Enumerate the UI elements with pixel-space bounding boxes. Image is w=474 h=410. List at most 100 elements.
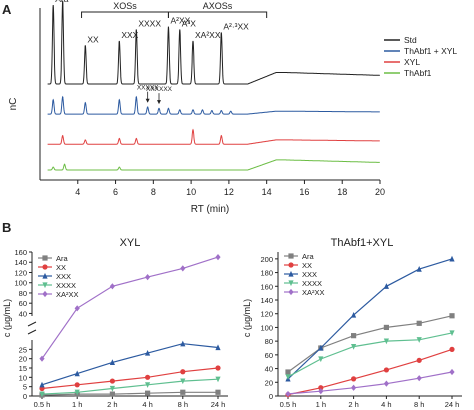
abf1-point-xx-1 (318, 385, 324, 391)
abf1-point-xa-xx-4 (416, 375, 422, 382)
abf1-y-tick-label-100: 100 (260, 323, 273, 332)
xyl-y-tick-label-140: 140 (14, 258, 27, 267)
xyl-line-xxx (41, 343, 219, 386)
abf1-y-tick-label-160: 160 (260, 282, 273, 291)
legend-label-thabf1-xyl: ThAbf1 + XYL (404, 46, 457, 56)
abf1-y-tick-label-20: 20 (265, 378, 273, 387)
xyl-point-ara-2 (109, 391, 115, 397)
legend-label-thabf1: ThAbf1 (404, 68, 432, 78)
abf1-legend-marker-xxx (288, 270, 294, 277)
trace-thabf1-xyl (47, 95, 380, 115)
peak-label-xx: XX (87, 34, 99, 44)
chromatogram-x-label: RT (min) (191, 204, 230, 215)
abf1-point-xa-xx-5 (449, 368, 455, 376)
peak-label-xxx: XXX (121, 30, 138, 40)
xyl-point-xxx-1 (74, 370, 80, 377)
peak-label-xa-xx: XA²XX (195, 30, 221, 40)
xyl-point-xxxx-2 (109, 385, 115, 392)
trace-std (47, 0, 380, 85)
peak-label-xxxx: XXXX (138, 19, 161, 29)
abf1-y-tick-label-180: 180 (260, 269, 273, 278)
abf1-point-xxxx-3 (383, 338, 389, 345)
xyl-point-xx-5 (215, 365, 221, 371)
abf1-point-xxx-4 (416, 266, 422, 272)
xyl-point-xxxx-4 (180, 378, 186, 385)
xyl-point-ara-5 (215, 389, 221, 395)
xyl-point-xa-xx-0 (39, 355, 45, 362)
abf1-legend-marker-ara (288, 253, 294, 259)
xyl-point-xa-xx-5 (215, 254, 221, 261)
xyl-point-xx-1 (74, 382, 80, 388)
xyl-point-ara-4 (180, 389, 186, 395)
xyl-point-xx-2 (109, 378, 115, 384)
abf1-y-tick-label-120: 120 (260, 310, 273, 319)
xyl-point-xx-3 (145, 374, 151, 380)
abf1-point-xxx-3 (383, 283, 389, 289)
arrow-head-xxxxx (145, 98, 150, 103)
abf1-legend-marker-xa-xx (288, 288, 294, 296)
abf1-line-xx (287, 348, 453, 396)
xyl-y-tick-label-120: 120 (14, 268, 27, 277)
xyl-point-xa-xx-2 (109, 283, 115, 290)
xyl-x-tick-label-0-5-h: 0.5 h (34, 400, 51, 409)
legend-label-std: Std (404, 35, 417, 45)
abf1-line-ara (287, 315, 453, 373)
abf1-x-tick-label-8-h: 8 h (414, 400, 424, 409)
x-tick-label-18: 18 (337, 187, 347, 197)
xyl-point-xxx-2 (109, 359, 115, 365)
abf1-legend-label-xa-xx: XA²XX (302, 288, 325, 297)
legend-label-xyl: XYL (404, 57, 420, 67)
xyl-x-tick-label-4-h: 4 h (142, 400, 152, 409)
abf1-point-xa-xx-3 (383, 380, 389, 387)
peak-label-xxxxx: XXXXX (137, 85, 159, 92)
bracket-label-axoss: AXOSs (203, 1, 233, 11)
abf1-y-tick-label-200: 200 (260, 255, 273, 264)
xyl-point-xxx-4 (180, 340, 186, 347)
xyl-point-xa-xx-3 (145, 273, 151, 281)
xyl-y-tick-label-0: 0 (23, 392, 27, 401)
xyl-point-xxx-0 (39, 381, 45, 388)
peak-label-a-xx: A²XX (170, 16, 190, 26)
panel-label-a: A (2, 2, 12, 17)
abf1-point-xa-xx-1 (318, 388, 324, 395)
abf1-x-tick-label-24-h: 24 h (445, 400, 460, 409)
x-tick-label-14: 14 (262, 187, 272, 197)
xyl-y-tick-label-20: 20 (19, 355, 27, 364)
abf1-legend-label-ara: Ara (302, 252, 315, 261)
abf1-y-tick-label-80: 80 (265, 337, 273, 346)
peak-label-a-xx: A²·³XX (223, 21, 249, 31)
x-tick-label-10: 10 (186, 187, 196, 197)
x-tick-label-12: 12 (224, 187, 234, 197)
abf1-point-xx-5 (449, 346, 455, 352)
xyl-x-tick-label-2-h: 2 h (107, 400, 117, 409)
abf1-point-ara-0 (285, 369, 291, 375)
abf1-x-tick-label-4-h: 4 h (381, 400, 391, 409)
xyl-point-xxxx-0 (39, 391, 45, 398)
abf1-line-xa-xx (287, 371, 453, 395)
xyl-y-tick-label-100: 100 (14, 279, 27, 288)
xyl-legend-marker-ara (42, 255, 48, 261)
abf1-y-tick-label-0: 0 (269, 392, 273, 401)
axis-break-mark (27, 321, 37, 335)
xyl-legend-marker-xa-xx (42, 290, 48, 298)
abf1-point-xxxx-2 (351, 344, 357, 350)
arrow-head-xxxxxx (157, 100, 161, 105)
bracket-label-xoss: XOSs (113, 1, 137, 11)
xyl-legend-label-xxxx: XXXX (56, 281, 76, 290)
xyl-point-xxxx-3 (145, 382, 151, 388)
trace-xyl (47, 128, 380, 145)
abf1-line-xxx (287, 258, 453, 380)
abf1-point-xxx-2 (351, 311, 357, 318)
abf1-legend-marker-xx (288, 262, 294, 268)
xyl-point-xa-xx-4 (180, 265, 186, 272)
trace-thabf1 (47, 159, 380, 171)
xyl-y-tick-label-80: 80 (19, 289, 27, 298)
xyl-y-label: c (μg/mL) (2, 299, 12, 337)
xyl-point-xxx-5 (215, 344, 221, 351)
abf1-point-xa-xx-0 (285, 390, 291, 398)
xyl-y-tick-label-5: 5 (23, 383, 27, 392)
xyl-point-xxx-3 (145, 349, 151, 356)
abf1-point-ara-2 (351, 333, 357, 339)
abf1-point-xxxx-1 (318, 356, 324, 363)
